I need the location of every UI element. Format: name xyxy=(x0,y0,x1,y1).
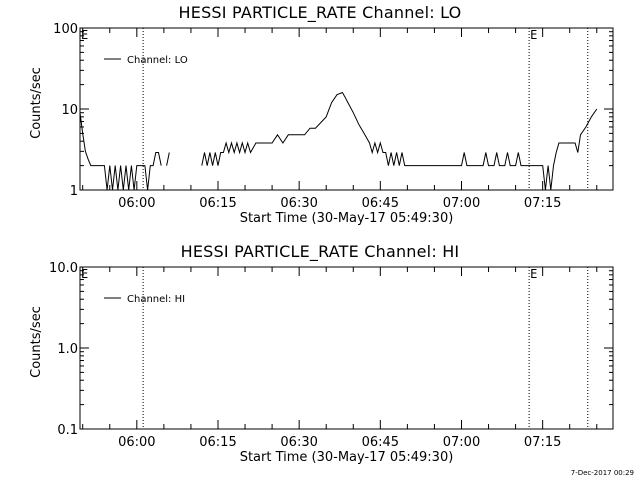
x-axis-label: Start Time (30-May-17 05:49:30) xyxy=(240,211,454,226)
y-tick-label: 100 xyxy=(53,22,78,37)
x-tick-label: 07:15 xyxy=(524,196,561,211)
legend-label: Channel: HI xyxy=(127,294,185,305)
x-tick-label: 07:00 xyxy=(443,196,480,211)
y-axis-label: Counts/sec xyxy=(29,67,44,139)
series-line-segment xyxy=(166,152,170,166)
chart-lo-channel: 1 10 100 06:00 06:15 06:30 06:45 07:00 07:15 Star… xyxy=(29,22,614,226)
x-tick-label: 06:00 xyxy=(118,196,155,211)
x-tick-label: 06:45 xyxy=(362,196,399,211)
time-marker-label: E xyxy=(530,28,537,42)
y-tick-label: 10 xyxy=(61,103,78,118)
y-tick-label: 10.0 xyxy=(49,261,78,276)
x-tick-label: 06:00 xyxy=(118,435,155,450)
plot-frame xyxy=(79,266,614,430)
left-edge-marker-label: E xyxy=(81,28,88,42)
y-tick-label: 0.1 xyxy=(57,423,78,438)
bottom-chart-title: HESSI PARTICLE_RATE Channel: HI xyxy=(180,242,460,261)
time-marker-label: E xyxy=(530,267,537,281)
y-tick-label: 1.0 xyxy=(57,342,78,357)
legend-label: Channel: LO xyxy=(127,55,188,66)
series-line-segment xyxy=(79,112,162,191)
y-axis-label: Counts/sec xyxy=(29,306,44,378)
y-tick-label: 1 xyxy=(70,184,78,199)
x-tick-label: 06:15 xyxy=(199,435,236,450)
footer-timestamp: 7-Dec-2017 00:29 xyxy=(570,469,634,477)
x-tick-label: 07:15 xyxy=(524,435,561,450)
x-tick-label: 06:15 xyxy=(199,196,236,211)
series-line-segment xyxy=(201,91,598,191)
x-axis-label: Start Time (30-May-17 05:49:30) xyxy=(240,450,454,465)
x-tick-label: 06:30 xyxy=(280,196,317,211)
x-tick-label: 07:00 xyxy=(443,435,480,450)
left-edge-marker-label: E xyxy=(81,267,88,281)
top-chart-title: HESSI PARTICLE_RATE Channel: LO xyxy=(178,3,462,22)
x-tick-label: 06:45 xyxy=(362,435,399,450)
chart-hi-channel: 0.1 1.0 10.0 06:00 06:15 06:30 06:45 07:00 07:15… xyxy=(29,261,614,465)
x-tick-label: 06:30 xyxy=(280,435,317,450)
